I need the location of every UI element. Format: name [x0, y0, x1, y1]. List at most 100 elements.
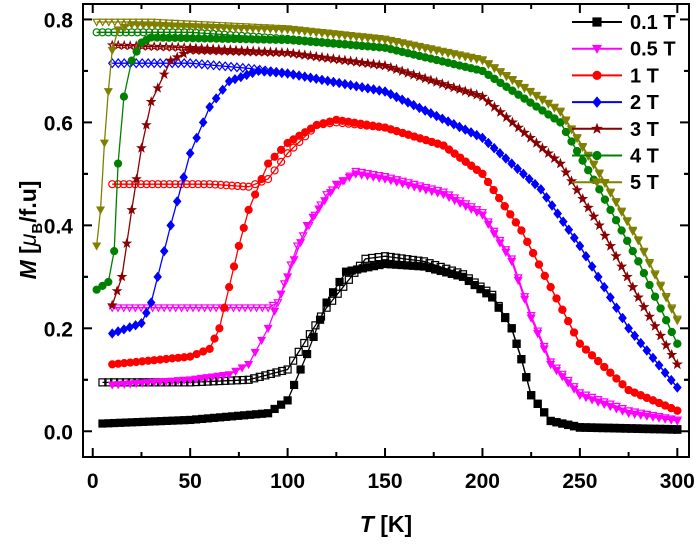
triangle-down-marker: [263, 324, 273, 334]
diamond-marker: [648, 352, 658, 364]
square-marker: [98, 378, 107, 387]
series-line-filled: [102, 263, 678, 431]
triangle-down-marker: [167, 22, 177, 31]
triangle-down-marker: [92, 242, 102, 251]
diamond-marker: [220, 61, 230, 72]
circle-marker: [148, 180, 157, 189]
y-tick-label: 0.0: [44, 421, 73, 444]
square-marker: [482, 289, 491, 298]
triangle-down-marker: [323, 30, 333, 39]
triangle-down-marker: [589, 161, 599, 170]
triangle-down-marker: [489, 230, 499, 239]
triangle-down-marker: [103, 88, 113, 97]
circle-marker: [611, 216, 621, 225]
diamond-marker: [636, 337, 646, 349]
diamond-marker: [211, 93, 221, 104]
circle-marker: [538, 106, 547, 115]
circle-marker: [119, 180, 128, 189]
triangle-down-marker: [179, 376, 189, 385]
star-marker: [513, 121, 524, 133]
star-marker: [431, 76, 443, 87]
circle-marker: [439, 141, 448, 150]
star-marker: [588, 210, 600, 222]
square-marker: [261, 371, 270, 380]
star-marker: [560, 166, 572, 177]
diamond-marker: [283, 68, 292, 79]
triangle-down-marker: [501, 73, 511, 82]
circle-marker: [639, 269, 649, 278]
triangle-down-marker: [300, 28, 310, 37]
diamond-marker: [289, 69, 298, 80]
star-marker: [442, 80, 454, 91]
diamond-marker: [530, 179, 540, 190]
triangle-down-marker: [557, 373, 567, 382]
star-marker: [126, 204, 138, 215]
circle-marker: [222, 181, 231, 190]
x-tick-label: 0: [87, 470, 99, 493]
triangle-down-marker: [107, 46, 117, 56]
triangle-down-marker: [119, 304, 129, 313]
circle-marker: [514, 90, 523, 99]
star-marker: [322, 52, 334, 63]
triangle-down-marker: [306, 28, 316, 37]
square-marker: [226, 376, 236, 385]
star-marker: [165, 54, 176, 66]
circle-marker: [500, 202, 509, 211]
triangle-down-marker: [276, 290, 286, 299]
diamond-marker: [107, 58, 117, 69]
diamond-marker: [179, 172, 188, 183]
triangle-down-marker: [231, 367, 241, 376]
square-marker: [540, 408, 549, 417]
triangle-down-marker: [188, 304, 198, 313]
diamond-marker: [311, 73, 321, 84]
star-marker: [621, 271, 633, 282]
square-marker: [277, 400, 286, 409]
star-marker: [566, 175, 577, 186]
star-marker: [454, 83, 465, 94]
triangle-down-marker: [513, 276, 523, 285]
star-marker: [525, 132, 536, 143]
triangle-down-marker: [624, 409, 634, 418]
star-marker: [571, 184, 583, 195]
diamond-marker: [443, 116, 453, 127]
circle-marker: [136, 180, 145, 189]
star-marker: [362, 58, 374, 69]
x-axis-label: T [K]: [360, 511, 412, 537]
triangle-down-marker: [374, 36, 384, 45]
triangle-down-marker: [628, 227, 638, 236]
star-marker: [391, 63, 402, 74]
diamond-marker: [606, 292, 615, 303]
circle-marker: [108, 180, 117, 189]
triangle-down-marker: [363, 34, 373, 43]
circle-marker: [490, 74, 499, 83]
triangle-down-marker: [611, 405, 621, 414]
circle-marker: [113, 159, 123, 168]
triangle-down-marker: [259, 25, 270, 34]
circle-marker: [502, 82, 511, 91]
triangle-down-marker: [581, 394, 591, 403]
legend-entry: 4 T: [572, 146, 659, 168]
triangle-down-marker: [138, 21, 148, 30]
star-marker: [333, 54, 345, 65]
triangle-down-marker: [519, 84, 529, 94]
series-line-open: [112, 62, 678, 388]
diamond-marker: [581, 251, 591, 262]
diamond-marker: [392, 91, 401, 103]
x-tick-label: 150: [368, 470, 403, 493]
triangle-down-marker: [289, 256, 299, 265]
legend-entry: 0.5 T: [572, 39, 676, 61]
star-marker: [356, 57, 368, 68]
diamond-marker: [501, 153, 511, 164]
x-tick-label: 250: [562, 470, 597, 493]
triangle-down-marker: [525, 88, 535, 98]
star-marker: [402, 67, 414, 78]
y-tick-label: 0.4: [44, 215, 74, 238]
star-marker: [616, 260, 628, 272]
triangle-down-marker: [316, 201, 326, 210]
circle-marker: [618, 380, 627, 389]
diamond-marker: [386, 89, 396, 100]
diamond-marker: [271, 67, 281, 78]
diamond-marker: [592, 96, 602, 108]
star-marker: [448, 81, 460, 93]
diamond-marker: [397, 94, 407, 105]
